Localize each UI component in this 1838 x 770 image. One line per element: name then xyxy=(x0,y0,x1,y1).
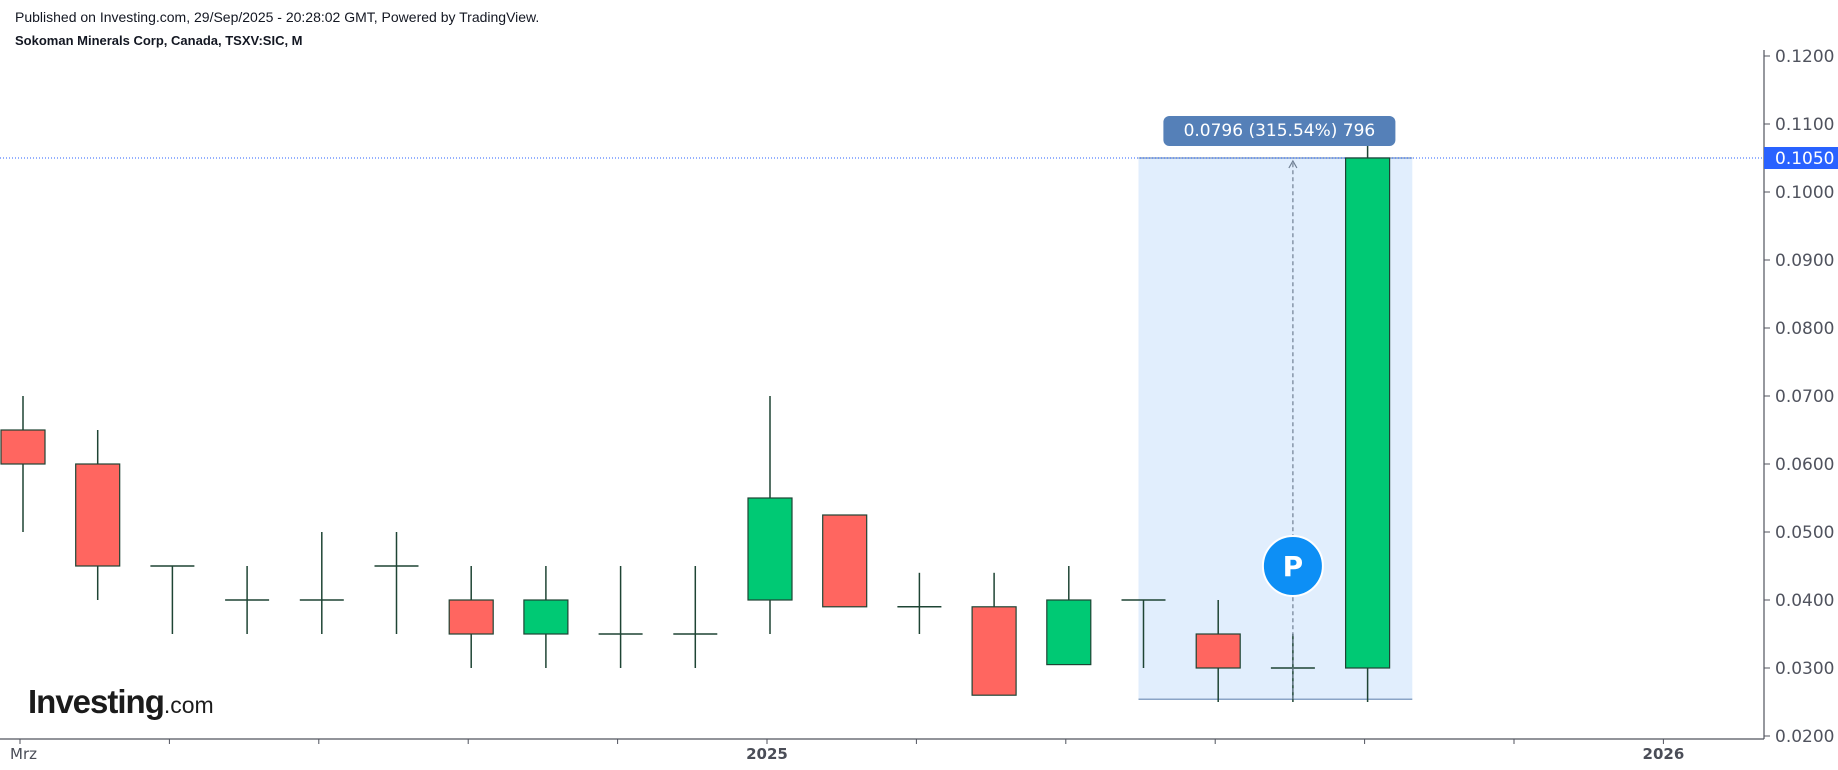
candle xyxy=(523,566,569,668)
logo-suffix: .com xyxy=(163,692,214,718)
candle xyxy=(1046,566,1092,666)
candle-body-down xyxy=(822,514,868,608)
measure-label-box xyxy=(1163,116,1396,146)
candle xyxy=(971,572,1017,696)
investing-logo: Investing.com xyxy=(28,683,214,721)
candle xyxy=(0,396,46,532)
candle xyxy=(747,396,793,634)
candle-body-up xyxy=(747,497,793,601)
price-axis-label: 0.0300 xyxy=(1775,659,1834,679)
candle-body-down xyxy=(971,606,1017,696)
price-axis-label: 0.0400 xyxy=(1775,591,1834,611)
measure-arrow-head xyxy=(1288,159,1298,169)
marker-label: P xyxy=(1283,550,1304,583)
price-axis-label: 0.1200 xyxy=(1775,47,1834,67)
candle xyxy=(1195,600,1241,702)
price-axis-label: 0.1100 xyxy=(1775,115,1834,135)
candle xyxy=(673,566,718,668)
logo-brand: Investing xyxy=(28,683,165,720)
time-axis-label: 2025 xyxy=(746,745,788,763)
candle xyxy=(225,566,270,634)
candles xyxy=(0,124,1391,702)
candle-body-down xyxy=(75,463,121,567)
candle xyxy=(822,514,868,608)
candle xyxy=(299,532,344,634)
price-axis-label: 0.1000 xyxy=(1775,183,1834,203)
candle-body-up xyxy=(1344,157,1391,669)
candle xyxy=(1121,599,1166,668)
price-axis-label: 0.0900 xyxy=(1775,251,1834,271)
time-axis-label: Mrz xyxy=(10,745,37,763)
candle xyxy=(897,572,942,634)
candle xyxy=(75,430,121,600)
price-axis-label: 0.0600 xyxy=(1775,455,1834,475)
price-axis-label: 0.0700 xyxy=(1775,387,1834,407)
symbol-title: Sokoman Minerals Corp, Canada, TSXV:SIC,… xyxy=(15,33,303,48)
last-price-badge xyxy=(1764,147,1838,169)
candle xyxy=(150,565,195,634)
candle-body-up xyxy=(1046,599,1092,666)
price-axis-label: 0.0500 xyxy=(1775,523,1834,543)
candle xyxy=(1344,124,1391,702)
candle-body-up xyxy=(523,599,569,635)
marker-circle xyxy=(1261,535,1324,597)
candle xyxy=(448,566,494,668)
candle-body-down xyxy=(448,599,494,635)
candle-body-down xyxy=(1195,633,1241,669)
time-axis[interactable]: Mrz 2025 2026 xyxy=(0,738,1764,763)
measure-label-text: 0.0796 (315.54%) 796 xyxy=(1184,121,1376,141)
candle xyxy=(374,532,419,634)
candle-body-down xyxy=(0,429,46,465)
price-axis-label: 0.0800 xyxy=(1775,319,1834,339)
price-axis[interactable]: 0.0200 0.0300 0.0400 0.0500 0.0600 0.0700 0.08… xyxy=(1763,47,1838,747)
published-note: Published on Investing.com, 29/Sep/2025 … xyxy=(15,9,540,25)
last-price-label: 0.1050 xyxy=(1775,149,1834,169)
time-axis-label: 2026 xyxy=(1643,745,1685,763)
candle xyxy=(598,566,643,668)
measure-tool-overlay: 0.0796 (315.54%) 796 P xyxy=(1163,116,1396,700)
price-axis-label: 0.0200 xyxy=(1775,727,1834,747)
